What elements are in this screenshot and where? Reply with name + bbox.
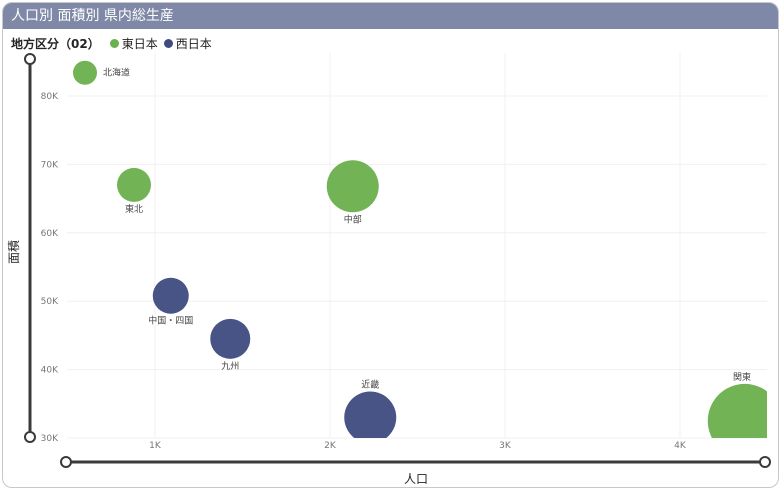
legend-dot-west [163, 39, 173, 48]
bubbles [73, 60, 781, 458]
data-label: 近畿 [361, 378, 379, 390]
y-tick-label: 70K [41, 160, 59, 170]
chart-title: 人口別 面積別 県内総生産 [3, 3, 778, 29]
bubble[interactable] [152, 277, 189, 314]
legend-item-west[interactable]: 西日本 [163, 35, 212, 52]
legend-item-east[interactable]: 東日本 [109, 35, 158, 52]
y-tick-label: 60K [41, 229, 59, 239]
y-tick-label: 50K [41, 297, 59, 307]
data-label: 中国・四国 [148, 315, 193, 327]
x-zoom-handle-left[interactable] [60, 456, 72, 468]
legend-title: 地方区分（02） [11, 37, 100, 51]
legend-dot-east [109, 39, 119, 48]
y-tick-label: 80K [41, 92, 59, 102]
bubble[interactable] [344, 391, 397, 443]
x-tick-label: 1K [149, 441, 162, 451]
data-label: 九州 [221, 361, 239, 372]
y-zoom-handle-bottom[interactable] [24, 431, 36, 443]
x-axis-title: 人口 [404, 472, 428, 486]
y-tick-label: 30K [41, 434, 59, 444]
legend: 地方区分（02） 東日本 西日本 [11, 35, 218, 52]
data-label: 東北 [125, 203, 143, 215]
y-zoom-handle-top[interactable] [24, 53, 36, 65]
data-label: 中部 [344, 213, 362, 225]
bubble[interactable] [707, 383, 781, 458]
data-label: 関東 [733, 371, 751, 383]
bubble[interactable] [117, 167, 151, 202]
x-tick-label: 3K [499, 441, 512, 451]
x-zoom-handle-right[interactable] [759, 456, 771, 468]
x-tick-label: 4K [674, 441, 687, 451]
legend-label-east: 東日本 [121, 37, 158, 51]
bubble[interactable] [73, 60, 97, 85]
data-label: 北海道 [103, 67, 130, 79]
y-tick-label: 40K [41, 366, 59, 376]
x-tick-label: 2K [324, 441, 337, 451]
legend-label-west: 西日本 [175, 37, 212, 51]
bubble[interactable] [210, 318, 251, 359]
bubble[interactable] [326, 160, 379, 213]
y-axis-title: 面積 [6, 240, 21, 264]
